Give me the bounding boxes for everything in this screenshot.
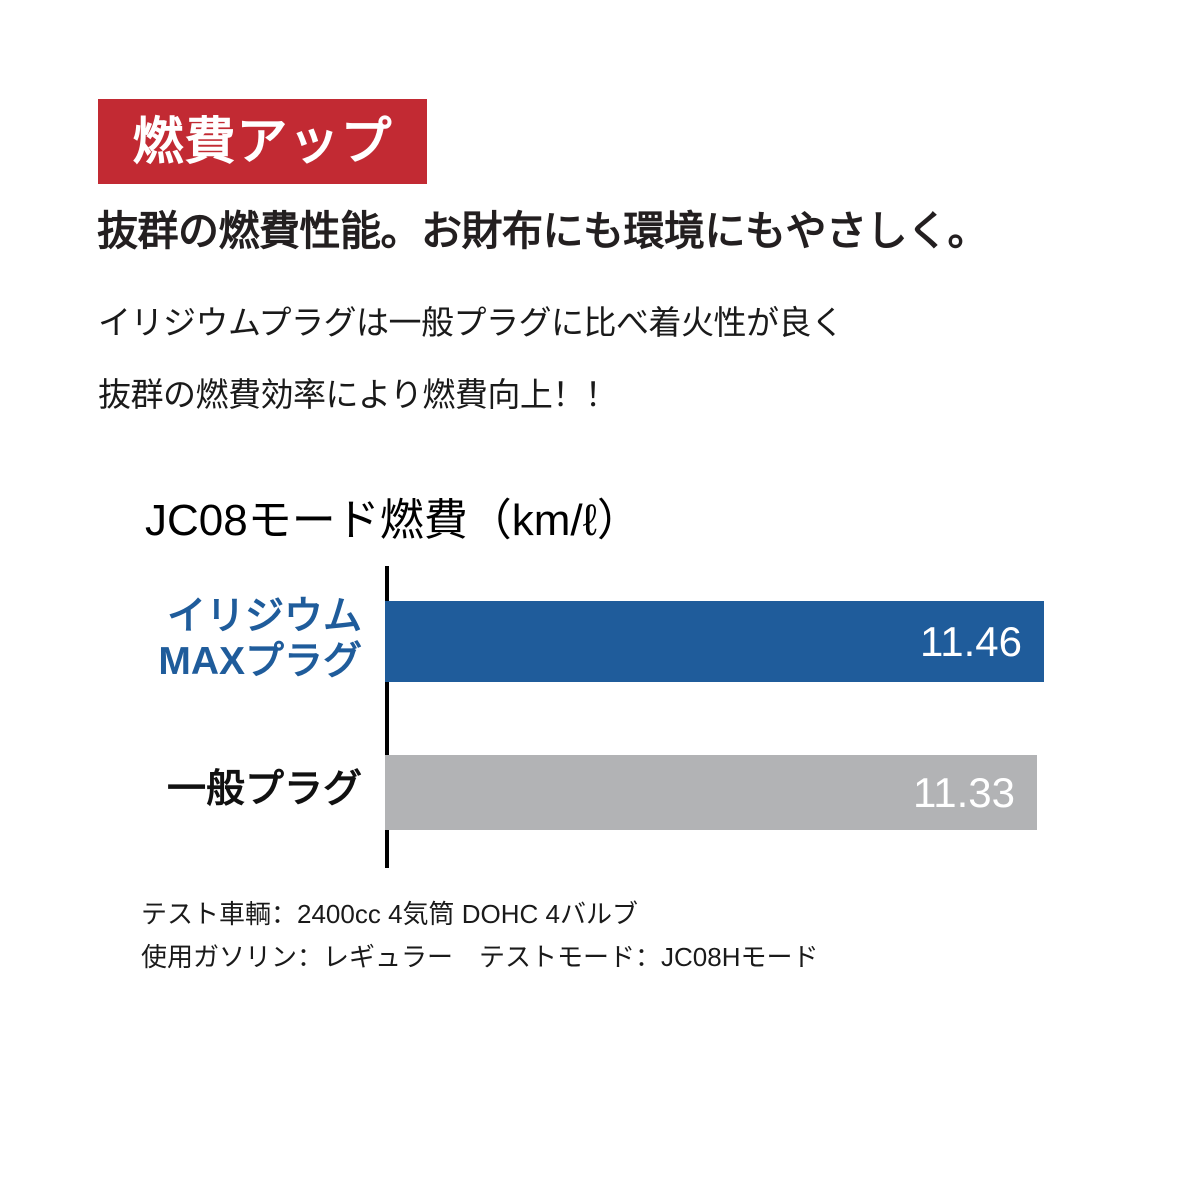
footnote-line-2: 使用ガソリン：レギュラー テストモード：JC08Hモード xyxy=(141,942,819,972)
category-label-standard: 一般プラグ xyxy=(60,768,362,813)
bar-value-iridium: 11.46 xyxy=(920,617,1022,665)
body-copy: イリジウムプラグは一般プラグに比べ着火性が良く 抜群の燃費効率により燃費向上！！ xyxy=(98,287,998,431)
fuel-economy-badge: 燃費アップ xyxy=(98,99,427,184)
chart-y-axis-line xyxy=(385,566,389,868)
chart-title: JC08モード燃費（km/ℓ） xyxy=(145,496,641,545)
chart-footnotes: テスト車輌：2400cc 4気筒 DOHC 4バルブ 使用ガソリン：レギュラー … xyxy=(141,893,818,979)
category-label-iridium: イリジウム MAXプラグ xyxy=(60,595,362,685)
body-line-2: 抜群の燃費効率により燃費向上！！ xyxy=(98,376,618,413)
page-title: 抜群の燃費性能。お財布にも環境にもやさしく。 xyxy=(97,208,989,254)
bar-iridium: 11.46 xyxy=(385,601,1044,682)
body-line-1: イリジウムプラグは一般プラグに比べ着火性が良く xyxy=(98,304,844,341)
category-label-iridium-line-2: MAXプラグ xyxy=(158,639,362,683)
badge-label: 燃費アップ xyxy=(132,113,393,170)
bar-standard: 11.33 xyxy=(385,755,1037,830)
footnote-line-1: テスト車輌：2400cc 4気筒 DOHC 4バルブ xyxy=(141,899,638,929)
bar-value-standard: 11.33 xyxy=(913,768,1015,816)
category-label-iridium-line-1: イリジウム xyxy=(166,595,362,638)
category-label-standard-line-1: 一般プラグ xyxy=(166,768,362,811)
